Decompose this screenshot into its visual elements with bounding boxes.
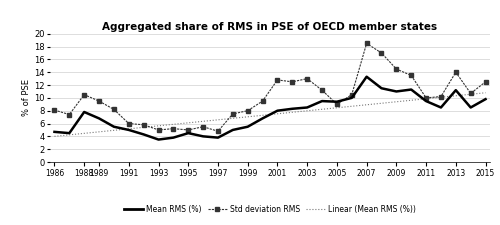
Legend: Mean RMS (%), Std deviation RMS, Linear (Mean RMS (%)): Mean RMS (%), Std deviation RMS, Linear … xyxy=(121,202,419,217)
Title: Aggregated share of RMS in PSE of OECD member states: Aggregated share of RMS in PSE of OECD m… xyxy=(102,22,438,32)
Y-axis label: % of PSE: % of PSE xyxy=(22,79,31,116)
